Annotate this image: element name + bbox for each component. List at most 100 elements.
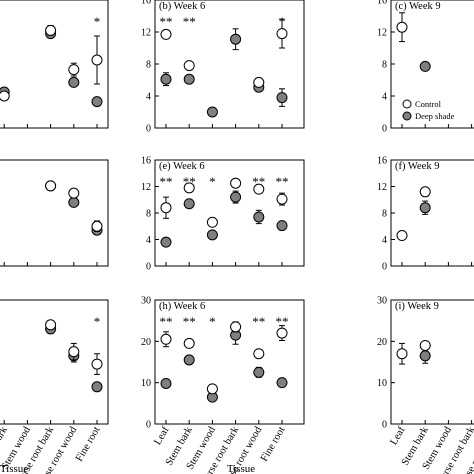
significance-star: ** <box>252 314 265 329</box>
panel-frame <box>0 299 109 425</box>
control-point <box>206 383 218 395</box>
panel-d: ** <box>0 159 109 267</box>
y-tick-label: 30 <box>377 296 387 307</box>
significance-star: ** <box>276 314 289 329</box>
shade-point <box>276 220 288 232</box>
control-point <box>206 216 218 228</box>
y-tick-label: 8 <box>146 60 151 71</box>
y-tick-label: 4 <box>146 235 151 246</box>
control-point <box>0 90 10 102</box>
panel-title: (c) Week 9 <box>395 1 441 12</box>
significance-star: * <box>94 314 101 329</box>
control-point <box>160 28 172 40</box>
y-tick-label: 30 <box>141 296 151 307</box>
y-tick-label: 16 <box>377 0 387 7</box>
shade-point <box>68 196 80 208</box>
category-label: Leaf <box>152 425 171 448</box>
control-point <box>419 186 431 198</box>
y-tick-label: 12 <box>141 28 151 39</box>
y-tick-label: 12 <box>377 182 387 193</box>
shade-point <box>91 96 103 108</box>
shade-point <box>160 73 172 85</box>
y-tick-label: 8 <box>382 60 387 71</box>
y-tick-label: 8 <box>382 209 387 220</box>
control-point <box>45 24 57 36</box>
y-tick-label: 20 <box>141 337 151 348</box>
y-tick-label: 0 <box>146 420 151 431</box>
y-tick-label: 16 <box>377 156 387 167</box>
shade-point <box>68 76 80 88</box>
control-point <box>230 321 242 333</box>
x-axis-title-group: Tissue Tissue <box>0 463 255 474</box>
shade-point <box>183 73 195 85</box>
panel-frame <box>154 299 305 425</box>
control-point <box>396 21 408 33</box>
y-tick-label: 0 <box>382 262 387 273</box>
control-point <box>160 202 172 214</box>
shade-point <box>160 236 172 248</box>
shade-point <box>183 198 195 210</box>
significance-star: * <box>209 174 216 189</box>
control-point <box>183 337 195 349</box>
shade-point <box>206 229 218 241</box>
legend-control-marker <box>402 99 412 109</box>
control-point <box>419 339 431 351</box>
control-point <box>91 358 103 370</box>
y-tick-label: 4 <box>382 235 387 246</box>
control-point <box>253 183 265 195</box>
x-axis-title-left: Tissue <box>0 463 28 474</box>
y-tick-label: 0 <box>146 124 151 135</box>
control-point <box>160 333 172 345</box>
shade-point <box>253 366 265 378</box>
control-point <box>183 60 195 72</box>
y-tick-label: 16 <box>141 0 151 7</box>
significance-star: ** <box>183 314 196 329</box>
y-tick-label: 20 <box>377 337 387 348</box>
shade-point <box>419 60 431 72</box>
control-point <box>230 177 242 189</box>
shade-point <box>91 381 103 393</box>
control-point <box>68 64 80 76</box>
significance-star: ** <box>160 174 173 189</box>
control-point <box>276 193 288 205</box>
control-point <box>253 76 265 88</box>
y-tick-label: 10 <box>141 378 151 389</box>
control-point <box>91 54 103 66</box>
shade-point <box>230 191 242 203</box>
control-point <box>253 348 265 360</box>
panel-frame <box>390 299 474 425</box>
y-tick-label: 0 <box>146 262 151 273</box>
significance-star: ** <box>160 314 173 329</box>
significance-star: * <box>94 14 101 29</box>
x-axis-title-center: Tissue <box>227 463 255 474</box>
control-point <box>396 230 408 242</box>
control-point <box>68 187 80 199</box>
panel-title: (b) Week 6 <box>159 1 205 12</box>
legend-shade-label: Deep shade <box>415 111 455 121</box>
control-point <box>396 348 408 360</box>
panel-frame <box>0 0 109 129</box>
y-tick-label: 12 <box>377 28 387 39</box>
shade-point <box>183 354 195 366</box>
panel-frame <box>0 159 109 267</box>
control-point <box>183 182 195 194</box>
panel-a: * <box>0 0 109 129</box>
y-tick-label: 8 <box>146 209 151 220</box>
control-point <box>45 180 57 192</box>
control-point <box>45 319 57 331</box>
panel-f: (f) Week 9 0 4 8 12 16 <box>377 156 474 273</box>
y-tick-label: 4 <box>146 92 151 103</box>
shade-point <box>419 350 431 362</box>
shade-point <box>253 211 265 223</box>
panel-title: (h) Week 6 <box>159 301 205 312</box>
y-tick-label: 4 <box>382 92 387 103</box>
significance-star: ** <box>276 174 289 189</box>
panel-title: (i) Week 9 <box>395 301 439 312</box>
significance-star: ** <box>183 14 196 29</box>
